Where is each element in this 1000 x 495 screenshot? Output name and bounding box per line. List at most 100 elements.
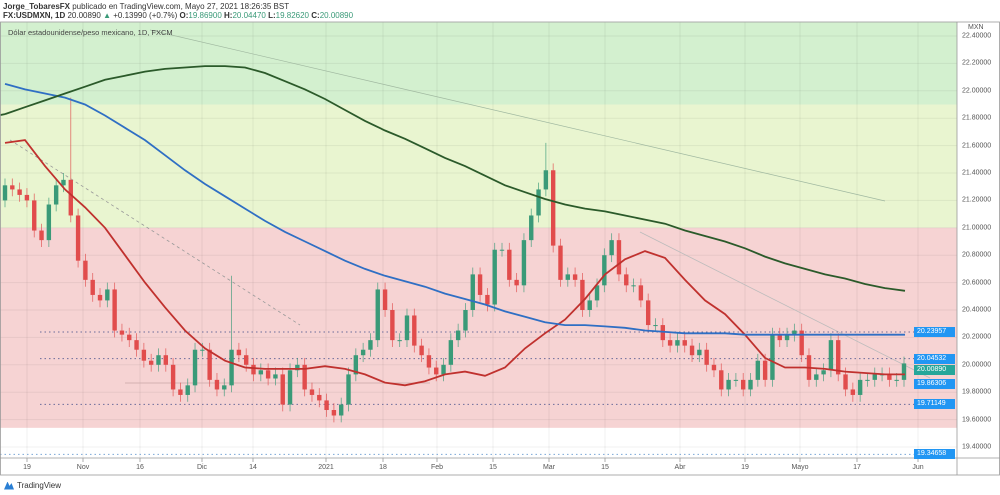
candle-body bbox=[434, 367, 439, 375]
candle-body bbox=[770, 334, 775, 380]
candle-body bbox=[485, 294, 490, 305]
brand-name[interactable]: TradingView bbox=[17, 481, 62, 490]
symbol: FX:USDMXN, 1D bbox=[3, 11, 66, 20]
time-tick-label: Nov bbox=[76, 464, 90, 471]
price-tick-label: 21.40000 bbox=[962, 169, 992, 177]
candle-body bbox=[317, 394, 322, 401]
candle-body bbox=[90, 279, 95, 295]
price-tick-label: 19.80000 bbox=[962, 388, 992, 396]
candle-body bbox=[251, 364, 256, 375]
candle-body bbox=[419, 345, 424, 356]
time-tick-label: 16 bbox=[136, 464, 144, 471]
time-tick-label: Mayo bbox=[791, 464, 809, 471]
price-tag: 20.23957 bbox=[914, 326, 955, 337]
candle-body bbox=[353, 355, 359, 375]
candle-body bbox=[587, 300, 592, 310]
candle-body bbox=[119, 330, 125, 335]
candle-body bbox=[360, 349, 366, 356]
price-tick-label: 19.60000 bbox=[962, 416, 992, 424]
low-label: L: bbox=[268, 11, 276, 20]
candle-body bbox=[733, 379, 739, 381]
candle-body bbox=[755, 360, 761, 380]
price-tick-label: 22.00000 bbox=[962, 87, 992, 95]
candle-body bbox=[10, 185, 15, 190]
trend-line-top bbox=[149, 29, 886, 202]
candle-body bbox=[719, 370, 724, 390]
publish-info: Jorge_TobaresFX publicado en TradingView… bbox=[3, 2, 289, 11]
candle-body bbox=[814, 374, 819, 380]
candle-body bbox=[53, 185, 59, 205]
time-tick-label: 15 bbox=[489, 464, 497, 471]
candle-body bbox=[148, 360, 154, 365]
candle-body bbox=[2, 185, 8, 201]
candle-body bbox=[638, 285, 644, 301]
price-tick-label: 22.40000 bbox=[962, 32, 992, 40]
candle-body bbox=[339, 404, 344, 416]
candle-body bbox=[207, 349, 212, 380]
price-tick-label: 21.80000 bbox=[962, 114, 992, 122]
candle-body bbox=[426, 355, 432, 368]
price-tag: 20.00890 bbox=[914, 364, 955, 375]
candle-body bbox=[624, 274, 629, 286]
candle-body bbox=[375, 289, 380, 341]
currency-label: MXN bbox=[968, 24, 984, 31]
candle-body bbox=[295, 364, 300, 371]
candle-body bbox=[609, 240, 614, 256]
close-value: 20.00890 bbox=[319, 11, 354, 20]
candle-body bbox=[178, 389, 183, 395]
horizontal-levels bbox=[0, 331, 914, 455]
candle-body bbox=[382, 289, 388, 310]
price-zones bbox=[0, 22, 957, 428]
candle-body bbox=[192, 349, 198, 386]
candle-body bbox=[843, 374, 848, 390]
publish-text: publicado en TradingView.com, Mayo 27, 2… bbox=[72, 2, 290, 11]
candle-body bbox=[521, 240, 527, 286]
price-tick-label: 22.20000 bbox=[962, 59, 992, 67]
time-tick-label: 17 bbox=[853, 464, 861, 471]
author[interactable]: Jorge_TobaresFX bbox=[3, 2, 70, 11]
candle-body bbox=[243, 355, 249, 365]
time-tick-label: 18 bbox=[379, 464, 387, 471]
candle-body bbox=[32, 200, 37, 231]
moving-average-line bbox=[4, 65, 906, 292]
candle-body bbox=[61, 179, 66, 186]
candle-body bbox=[675, 340, 680, 346]
candle-body bbox=[616, 240, 622, 275]
candle-body bbox=[653, 325, 658, 327]
time-tick-label: Dic bbox=[196, 464, 208, 471]
time-tick-label: 15 bbox=[601, 464, 609, 471]
candle-body bbox=[901, 363, 907, 380]
candle-body bbox=[222, 385, 227, 390]
candle-body bbox=[558, 245, 563, 280]
time-tick-label: 14 bbox=[249, 464, 257, 471]
symbol-info: FX:USDMXN, 1D 20.00890 ▲ +0.13990 (+0.7%… bbox=[3, 11, 353, 20]
candle-body bbox=[368, 340, 373, 350]
footer: TradingView bbox=[4, 481, 61, 490]
price-tick-label: 20.00000 bbox=[962, 361, 992, 369]
price-tick-label: 21.60000 bbox=[962, 142, 992, 150]
moving-averages bbox=[0, 65, 906, 387]
price-tick-label: 21.00000 bbox=[962, 224, 992, 232]
chart-legend: Dólar estadounidense/peso mexicano, 1D, … bbox=[8, 28, 173, 37]
high-value: 20.04470 bbox=[232, 11, 266, 20]
candle-body bbox=[163, 355, 168, 365]
candle-body bbox=[631, 285, 636, 287]
candle-body bbox=[828, 340, 834, 371]
change: +0.13990 (+0.7%) bbox=[113, 11, 178, 20]
candle-body bbox=[748, 379, 753, 390]
candles bbox=[2, 97, 907, 423]
candle-body bbox=[741, 379, 746, 390]
candle-body bbox=[821, 370, 826, 375]
candle-body bbox=[17, 189, 22, 195]
arrow-up-icon: ▲ bbox=[103, 11, 111, 20]
candle-body bbox=[507, 249, 512, 280]
candle-body bbox=[412, 315, 417, 346]
candle-body bbox=[499, 249, 505, 251]
candle-body bbox=[68, 179, 73, 216]
tradingview-logo-icon bbox=[4, 481, 14, 490]
candle-body bbox=[390, 310, 395, 341]
candle-body bbox=[309, 389, 315, 395]
time-tick-label: Abr bbox=[674, 464, 686, 471]
candle-body bbox=[127, 334, 132, 341]
